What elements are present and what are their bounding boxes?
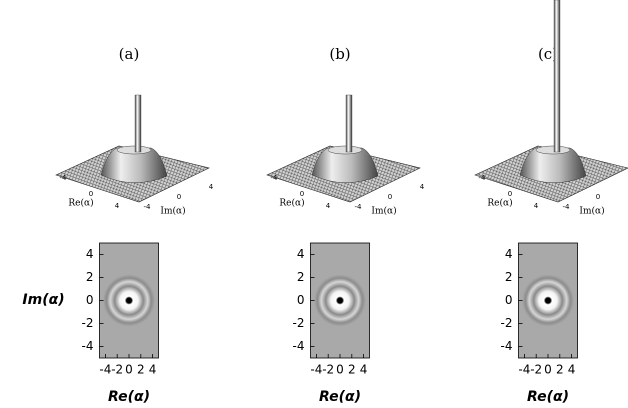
surface-y-tick: 0 xyxy=(177,193,181,201)
surface-x-tick: 0 xyxy=(508,190,512,198)
surface-plateau xyxy=(311,147,379,183)
y-tick-label: 4 xyxy=(505,247,513,261)
y-tick-label: -2 xyxy=(501,316,513,330)
surface-spike xyxy=(345,94,353,153)
x-tick-label: 2 xyxy=(556,363,564,377)
surface-x-tick: 4 xyxy=(115,202,120,210)
surface-x-label: Re(α) xyxy=(487,198,512,209)
surface-x-tick: 0 xyxy=(89,190,93,198)
surface-x-label: Re(α) xyxy=(68,198,93,209)
x-tick-label: 0 xyxy=(336,363,344,377)
x-axis-label: Re(α) xyxy=(527,389,569,405)
surface-rim xyxy=(535,145,571,155)
panel-title: (a) xyxy=(119,45,140,63)
surface-rim xyxy=(327,145,363,155)
x-tick-label: -4 xyxy=(99,363,111,377)
x-tick-label: 4 xyxy=(568,363,576,377)
panel-title: (b) xyxy=(329,45,350,63)
x-tick-label: -2 xyxy=(530,363,542,377)
surface-y-tick: 0 xyxy=(596,193,600,201)
surface-rim xyxy=(116,145,152,155)
x-axis-label: Re(α) xyxy=(319,389,361,405)
x-tick-label: 0 xyxy=(125,363,133,377)
y-tick-label: 2 xyxy=(297,270,305,284)
density-rings xyxy=(314,274,366,327)
surface-y-tick: -4 xyxy=(563,203,571,211)
x-tick-label: -2 xyxy=(322,363,334,377)
panel-title: (c) xyxy=(538,45,558,63)
surface-y-tick: 0 xyxy=(388,193,392,201)
surface-y-tick: -4 xyxy=(144,203,152,211)
y-axis-label: Im(α) xyxy=(22,292,64,308)
surface-x-tick: -4 xyxy=(271,174,279,182)
x-tick-label: -2 xyxy=(111,363,123,377)
surface-x-tick: 4 xyxy=(534,202,539,210)
x-tick-label: 0 xyxy=(544,363,552,377)
y-tick-label: -2 xyxy=(82,316,94,330)
x-tick-label: 4 xyxy=(360,363,368,377)
y-tick-label: -4 xyxy=(501,339,513,353)
surface-y-label: Im(α) xyxy=(160,206,185,217)
density-rings xyxy=(103,274,155,327)
surface-y-tick: 4 xyxy=(209,183,214,191)
surface-plateau xyxy=(100,147,168,183)
y-tick-label: 4 xyxy=(86,247,94,261)
surface-y-tick: 4 xyxy=(420,183,425,191)
x-tick-label: -4 xyxy=(310,363,322,377)
surface-x-tick: 4 xyxy=(326,202,331,210)
x-tick-label: 2 xyxy=(137,363,145,377)
y-tick-label: 0 xyxy=(505,293,513,307)
surface-plateau xyxy=(519,147,587,183)
y-tick-label: 2 xyxy=(505,270,513,284)
surface-x-tick: 0 xyxy=(300,190,304,198)
surface-x-label: Re(α) xyxy=(279,198,304,209)
x-axis-label: Re(α) xyxy=(108,389,150,405)
y-tick-label: 0 xyxy=(297,293,305,307)
y-tick-label: -4 xyxy=(293,339,305,353)
surface-y-label: Im(α) xyxy=(579,206,604,217)
y-tick-label: 2 xyxy=(86,270,94,284)
surface-x-tick: -4 xyxy=(60,174,68,182)
x-tick-label: 4 xyxy=(149,363,157,377)
surface-spike xyxy=(553,0,561,153)
surface-spike xyxy=(134,94,142,153)
y-tick-label: 4 xyxy=(297,247,305,261)
x-tick-label: -4 xyxy=(518,363,530,377)
surface-y-label: Im(α) xyxy=(371,206,396,217)
surface-x-tick: -4 xyxy=(479,174,487,182)
x-tick-label: 2 xyxy=(348,363,356,377)
density-rings xyxy=(522,274,574,327)
surface-y-tick: -4 xyxy=(355,203,363,211)
y-tick-label: -4 xyxy=(82,339,94,353)
y-tick-label: 0 xyxy=(86,293,94,307)
y-tick-label: -2 xyxy=(293,316,305,330)
